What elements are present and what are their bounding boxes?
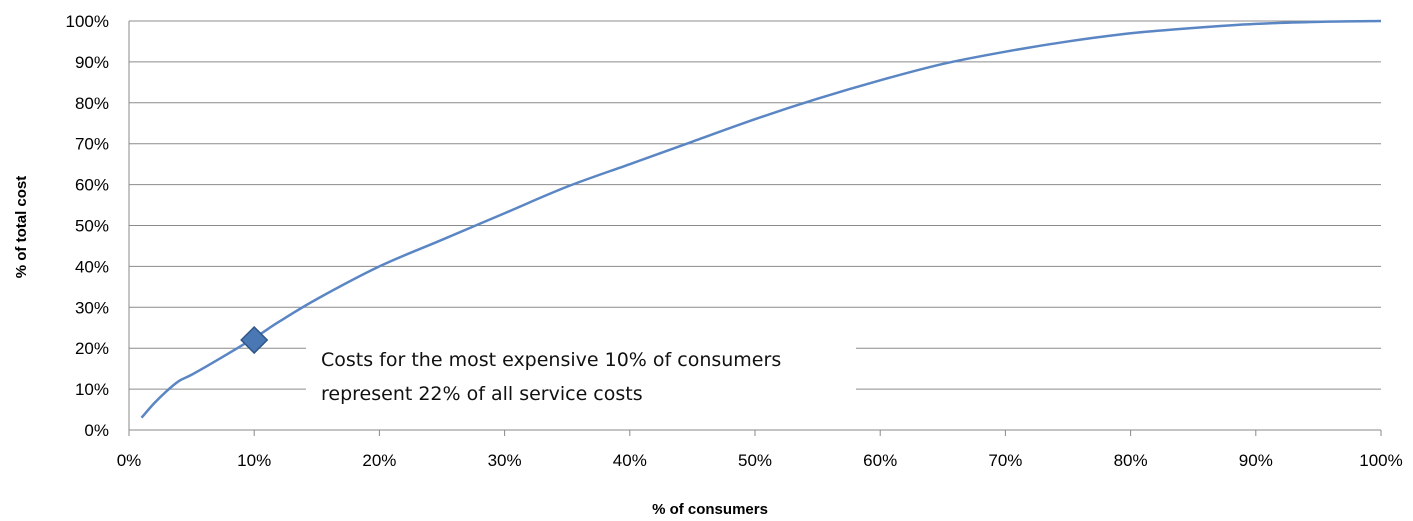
data-marker-diamond	[240, 325, 269, 355]
x-tick-label-1: 10%	[237, 451, 271, 470]
y-tick-label-8: 80%	[75, 94, 109, 113]
y-tick-label-0: 0%	[84, 421, 109, 440]
x-tick-label-3: 30%	[488, 451, 522, 470]
x-tick-label-9: 90%	[1239, 451, 1273, 470]
marker-group	[240, 325, 269, 355]
y-tick-label-5: 50%	[75, 217, 109, 236]
y-tick-label-10: 100%	[66, 12, 109, 31]
y-tick-label-7: 70%	[75, 135, 109, 154]
y-axis-title: % of total cost	[13, 176, 30, 279]
x-tick-label-6: 60%	[863, 451, 897, 470]
x-tick-label-4: 40%	[613, 451, 647, 470]
x-tick-label-8: 80%	[1114, 451, 1148, 470]
series-group	[140, 19, 1382, 419]
y-tick-label-4: 40%	[75, 257, 109, 276]
x-tick-label-0: 0%	[117, 451, 142, 470]
series-line-0	[140, 19, 1382, 419]
y-tick-label-3: 30%	[75, 298, 109, 317]
y-tick-labels: 0% 10% 20% 30% 40% 50% 60% 70% 80% 90% 100%	[66, 12, 109, 440]
x-tick-label-2: 20%	[362, 451, 396, 470]
y-tick-label-1: 10%	[75, 380, 109, 399]
annotation-line-1: Costs for the most expensive 10% of cons…	[321, 349, 781, 371]
x-tick-labels: 0% 10% 20% 30% 40% 50% 60% 70% 80% 90% 100%	[117, 451, 1403, 470]
annotation-line-2: represent 22% of all service costs	[321, 383, 643, 405]
x-tick-label-10: 100%	[1359, 451, 1402, 470]
y-tick-label-9: 90%	[75, 53, 109, 72]
x-tick-label-7: 70%	[988, 451, 1022, 470]
x-axis-title: % of consumers	[652, 501, 768, 518]
annotation: Costs for the most expensive 10% of cons…	[306, 336, 856, 412]
annotation-background	[306, 336, 856, 412]
y-tick-label-6: 60%	[75, 176, 109, 195]
y-tick-label-2: 20%	[75, 339, 109, 358]
x-tick-label-5: 50%	[738, 451, 772, 470]
